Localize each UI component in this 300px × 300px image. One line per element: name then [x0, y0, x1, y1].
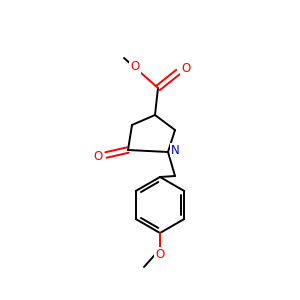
- Text: O: O: [93, 149, 103, 163]
- Text: N: N: [171, 143, 179, 157]
- Text: O: O: [155, 248, 165, 260]
- Text: O: O: [130, 61, 140, 74]
- Text: O: O: [182, 62, 190, 76]
